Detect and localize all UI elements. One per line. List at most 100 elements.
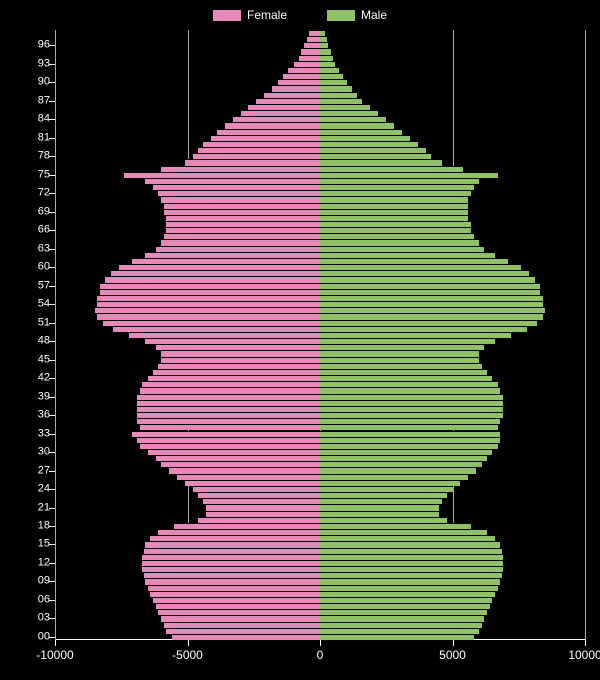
y-tick-label: 21: [25, 502, 50, 513]
y-tickline: [49, 397, 55, 398]
x-tickline: [188, 640, 189, 646]
bar-row: [55, 424, 585, 430]
legend-swatch-male: [327, 10, 355, 21]
bar-row: [55, 394, 585, 400]
bar-male: [320, 622, 482, 628]
bar-female: [158, 363, 320, 369]
bar-male: [320, 159, 442, 165]
bar-male: [320, 603, 490, 609]
bar-row: [55, 203, 585, 209]
y-tickline: [49, 82, 55, 83]
bar-female: [97, 301, 320, 307]
bar-male: [320, 615, 484, 621]
bar-row: [55, 110, 585, 116]
y-tick-label: 87: [25, 95, 50, 106]
y-tickline: [49, 508, 55, 509]
bar-row: [55, 141, 585, 147]
bar-female: [148, 585, 320, 591]
y-tickline: [49, 378, 55, 379]
bar-male: [320, 147, 426, 153]
bar-female: [158, 190, 320, 196]
bar-male: [320, 529, 487, 535]
bar-male: [320, 196, 468, 202]
bar-male: [320, 98, 362, 104]
bar-male: [320, 578, 500, 584]
bar-female: [158, 529, 320, 535]
bar-female: [153, 184, 320, 190]
bar-row: [55, 523, 585, 529]
y-tick-label: 84: [25, 114, 50, 125]
bar-row: [55, 79, 585, 85]
bar-male: [320, 79, 347, 85]
bar-female: [161, 196, 320, 202]
bar-row: [55, 541, 585, 547]
bar-row: [55, 455, 585, 461]
bar-row: [55, 400, 585, 406]
bar-female: [206, 504, 320, 510]
bar-female: [161, 615, 320, 621]
bar-female: [288, 67, 320, 73]
bar-female: [153, 369, 320, 375]
y-tick-label: 93: [25, 58, 50, 69]
bar-female: [185, 159, 320, 165]
bar-female: [241, 110, 321, 116]
bar-male: [320, 122, 394, 128]
y-tickline: [49, 637, 55, 638]
bar-male: [320, 166, 463, 172]
bar-row: [55, 350, 585, 356]
bar-row: [55, 585, 585, 591]
bar-row: [55, 172, 585, 178]
bar-row: [55, 135, 585, 141]
bar-male: [320, 523, 471, 529]
bar-male: [320, 252, 495, 258]
bar-male: [320, 597, 492, 603]
bar-male: [320, 92, 357, 98]
y-tickline: [49, 45, 55, 46]
bar-row: [55, 418, 585, 424]
legend-label-male: Male: [361, 8, 387, 22]
x-tick-label: 5000: [439, 648, 466, 662]
y-tick-label: 96: [25, 40, 50, 51]
y-tickline: [49, 193, 55, 194]
bar-female: [164, 209, 320, 215]
bar-female: [156, 603, 320, 609]
bar-row: [55, 67, 585, 73]
bar-row: [55, 363, 585, 369]
bar-male: [320, 295, 543, 301]
bar-female: [142, 560, 320, 566]
bar-row: [55, 289, 585, 295]
bar-male: [320, 511, 439, 517]
bar-female: [283, 73, 320, 79]
bar-female: [161, 461, 320, 467]
bar-female: [309, 30, 320, 36]
bar-female: [174, 523, 320, 529]
bar-row: [55, 85, 585, 91]
bar-row: [55, 36, 585, 42]
legend-item-female: Female: [213, 8, 287, 22]
bar-row: [55, 449, 585, 455]
bar-row: [55, 344, 585, 350]
bar-row: [55, 295, 585, 301]
bar-male: [320, 67, 339, 73]
bar-female: [166, 227, 320, 233]
bar-male: [320, 363, 482, 369]
y-tickline: [49, 360, 55, 361]
bar-row: [55, 190, 585, 196]
bar-male: [320, 492, 447, 498]
bar-female: [294, 61, 321, 67]
bar-male: [320, 246, 484, 252]
y-tick-label: 30: [25, 447, 50, 458]
bar-female: [142, 381, 320, 387]
bar-male: [320, 443, 498, 449]
bar-female: [144, 572, 320, 578]
bar-row: [55, 30, 585, 36]
bar-row: [55, 609, 585, 615]
bar-male: [320, 381, 498, 387]
y-tickline: [49, 526, 55, 527]
y-tickline: [49, 600, 55, 601]
bar-female: [142, 566, 320, 572]
y-tickline: [49, 323, 55, 324]
bar-row: [55, 431, 585, 437]
x-tick-label: -10000: [36, 648, 73, 662]
bar-male: [320, 498, 442, 504]
